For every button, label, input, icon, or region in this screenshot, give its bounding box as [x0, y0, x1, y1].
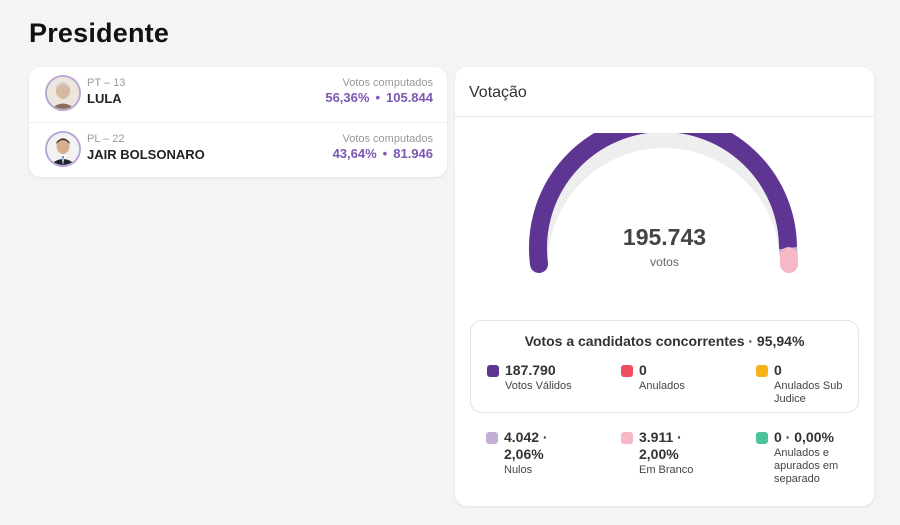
legend-swatch	[621, 432, 633, 444]
total-votes-label: votos	[650, 255, 679, 269]
stat-value: 187.790	[505, 362, 556, 378]
votacao-title: Votação	[469, 84, 527, 101]
candidate-votes: 105.844	[386, 90, 433, 105]
stat-anulados-sub-judice: 0 Anulados Sub Judice	[756, 362, 852, 406]
legend-swatch	[621, 365, 633, 377]
separator-dot: •	[382, 146, 388, 161]
stat-value: 0	[639, 362, 647, 378]
candidate-photo-lula	[45, 75, 81, 111]
stat-anulados: 0 Anulados	[621, 362, 731, 393]
candidate-party: PL – 22	[87, 133, 125, 145]
votes-computed-label: Votos computados	[342, 77, 433, 89]
stat-value: 0 · 0,00%	[774, 429, 834, 445]
candidate-percent: 43,64%	[332, 146, 377, 161]
candidate-row-bolsonaro[interactable]: PL – 22 JAIR BOLSONARO Votos computados …	[29, 122, 447, 177]
candidate-votes: 81.946	[393, 146, 433, 161]
candidate-party: PT – 13	[87, 77, 126, 89]
stat-label: Anulados Sub Judice	[774, 380, 843, 405]
legend-swatch	[487, 365, 499, 377]
stat-value: 3.911 · 2,00%	[639, 429, 682, 462]
candidate-result: 56,36% • 105.844	[325, 90, 433, 105]
stat-value: 4.042 · 2,06%	[504, 429, 548, 462]
stat-label: Anulados e apurados em separado	[774, 447, 839, 485]
votes-computed-label: Votos computados	[342, 133, 433, 145]
stat-em-branco: 3.911 · 2,00% Em Branco	[621, 429, 701, 477]
concorrentes-box: Votos a candidatos concorrentes · 95,94%…	[470, 320, 859, 413]
candidate-percent: 56,36%	[325, 90, 370, 105]
total-votes: 195.743	[622, 224, 707, 250]
candidate-name: LULA	[87, 91, 122, 106]
candidate-name: JAIR BOLSONARO	[87, 147, 205, 162]
page-title: Presidente	[29, 18, 170, 48]
stat-label: Nulos	[504, 464, 533, 476]
legend-swatch	[756, 365, 768, 377]
legend-swatch	[486, 432, 498, 444]
stat-label: Anulados	[639, 380, 685, 392]
stat-label: Em Branco	[639, 464, 694, 476]
legend-swatch	[756, 432, 768, 444]
stat-nulos: 4.042 · 2,06% Nulos	[486, 429, 566, 477]
candidate-result: 43,64% • 81.946	[333, 146, 433, 161]
divider	[455, 116, 874, 117]
separator-dot: •	[375, 90, 380, 105]
votacao-card: Votação 195.743 votos Votos a candidatos…	[455, 67, 874, 506]
stat-votos-validos: 187.790 Votos Válidos	[487, 362, 597, 393]
stat-value: 0	[774, 362, 782, 378]
gauge-arc-validos	[529, 133, 797, 273]
concorrentes-title: Votos a candidatos concorrentes · 95,94%	[524, 333, 805, 349]
stat-anulados-separado: 0 · 0,00% Anulados e apurados em separad…	[756, 429, 856, 486]
votes-gauge	[529, 133, 798, 273]
candidates-card: PT – 13 LULA Votos computados 56,36% • 105…	[29, 67, 447, 177]
candidate-photo-bolsonaro	[45, 131, 81, 167]
candidate-row-lula[interactable]: PT – 13 LULA Votos computados 56,36% • 105…	[29, 67, 447, 122]
stat-label: Votos Válidos	[505, 380, 572, 392]
